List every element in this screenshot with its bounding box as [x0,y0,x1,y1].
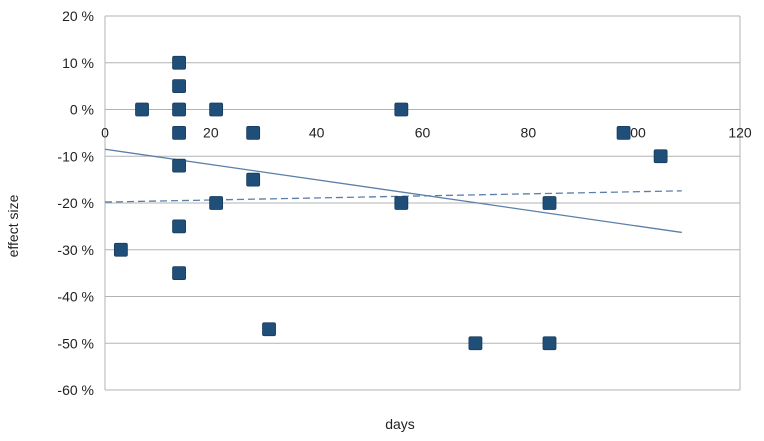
y-tick-label: 0 % [70,102,94,118]
trend-solid [104,148,682,234]
data-point [209,102,224,117]
y-tick-label: -30 % [57,242,94,258]
x-tick-label: 0 [101,125,109,141]
data-point [172,102,186,117]
x-axis-title: days [385,416,415,432]
data-point [172,219,186,234]
data-point [209,196,224,210]
data-points [113,55,668,351]
data-point [246,172,261,187]
data-point [113,242,128,257]
grid-layer [104,15,741,391]
y-tick-labels: 20 % 10 % 0 % -10 % -20 % -30 % -40 % -50 % -60 … [57,8,94,398]
data-point [262,322,276,337]
data-point [246,125,261,140]
y-tick-label: 10 % [62,55,94,71]
y-tick-label: -60 % [57,382,94,398]
data-point [542,196,557,210]
y-tick-label: -40 % [57,289,94,305]
y-axis-title: effect size [5,194,21,257]
y-tick-label: -10 % [57,148,94,164]
data-point [172,266,186,281]
data-point [172,125,186,140]
trend-dashed [104,190,682,203]
x-tick-label: 40 [309,125,325,141]
data-point [468,336,483,351]
data-point [135,102,149,117]
x-tick-label: 20 [203,125,219,141]
y-tick-label: -20 % [57,195,94,211]
data-point [394,102,409,117]
data-point [394,196,409,210]
y-tick-label: 20 % [62,8,94,24]
data-point [172,55,186,70]
data-point [172,158,186,173]
x-tick-label: 80 [521,125,537,141]
y-tick-label: -50 % [57,335,94,351]
x-tick-label: 60 [415,125,431,141]
data-point [172,79,186,94]
trendlines [104,148,682,234]
x-tick-labels: 0 20 40 60 80 100 120 [101,125,752,141]
x-tick-label: 120 [728,125,752,141]
data-point [542,336,557,351]
data-point [616,125,631,140]
data-point [653,149,668,164]
